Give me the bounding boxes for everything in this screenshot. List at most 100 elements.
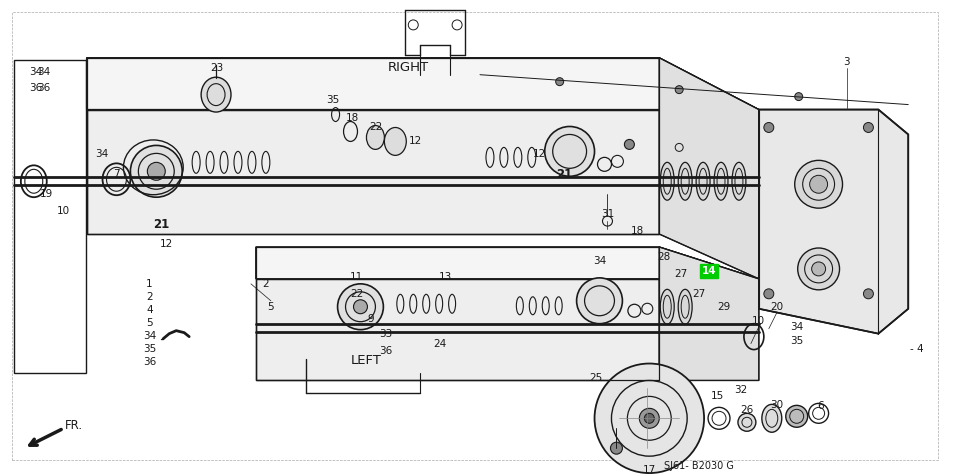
- Text: 10: 10: [57, 206, 70, 216]
- Text: 14: 14: [701, 266, 717, 276]
- Circle shape: [764, 289, 774, 299]
- Text: 32: 32: [734, 386, 747, 396]
- Text: 11: 11: [350, 272, 363, 282]
- Text: 34: 34: [37, 67, 51, 77]
- Text: 35: 35: [790, 336, 803, 346]
- Text: 36: 36: [29, 83, 42, 93]
- Text: 22: 22: [350, 289, 363, 299]
- Text: 18: 18: [345, 112, 359, 122]
- Text: 9: 9: [367, 314, 374, 324]
- Text: 35: 35: [143, 344, 156, 354]
- Ellipse shape: [786, 406, 808, 427]
- Text: 1: 1: [146, 279, 153, 289]
- Text: 12: 12: [533, 149, 546, 159]
- Ellipse shape: [798, 248, 839, 290]
- Ellipse shape: [714, 162, 728, 200]
- Circle shape: [639, 408, 659, 428]
- Ellipse shape: [353, 300, 367, 314]
- Ellipse shape: [545, 127, 594, 176]
- Polygon shape: [659, 58, 759, 279]
- Text: 12: 12: [409, 137, 422, 147]
- Text: 21: 21: [153, 218, 169, 230]
- Polygon shape: [86, 109, 659, 234]
- Text: 20: 20: [770, 302, 784, 312]
- Circle shape: [624, 139, 634, 149]
- Circle shape: [676, 86, 683, 94]
- Text: 35: 35: [326, 95, 339, 105]
- Text: 22: 22: [368, 122, 382, 132]
- Ellipse shape: [732, 162, 746, 200]
- Text: 27: 27: [693, 289, 705, 299]
- Text: FR.: FR.: [64, 419, 82, 432]
- Circle shape: [863, 122, 874, 132]
- Ellipse shape: [660, 162, 675, 200]
- Ellipse shape: [794, 160, 842, 208]
- Text: 13: 13: [438, 272, 452, 282]
- Ellipse shape: [679, 162, 692, 200]
- Ellipse shape: [147, 162, 166, 180]
- Text: 4: 4: [146, 305, 153, 315]
- Ellipse shape: [385, 128, 407, 155]
- Ellipse shape: [130, 145, 182, 197]
- Text: 7: 7: [113, 169, 120, 179]
- Text: 36: 36: [143, 357, 156, 367]
- Text: 23: 23: [211, 63, 224, 73]
- Ellipse shape: [660, 289, 675, 324]
- Text: 33: 33: [379, 328, 392, 338]
- Polygon shape: [86, 58, 759, 109]
- Polygon shape: [256, 279, 659, 380]
- Text: 2: 2: [262, 279, 269, 289]
- Text: 34: 34: [790, 322, 803, 332]
- Text: 5: 5: [146, 317, 153, 327]
- Ellipse shape: [738, 413, 756, 431]
- Text: 31: 31: [601, 209, 614, 219]
- Text: 34: 34: [143, 331, 156, 341]
- Text: 26: 26: [741, 406, 753, 416]
- Text: 36: 36: [37, 83, 51, 93]
- Text: LEFT: LEFT: [350, 354, 382, 367]
- Ellipse shape: [577, 278, 622, 324]
- Ellipse shape: [679, 289, 692, 324]
- Text: 27: 27: [675, 269, 688, 279]
- Ellipse shape: [812, 262, 826, 276]
- Text: 21: 21: [557, 168, 573, 181]
- Text: 12: 12: [160, 239, 173, 249]
- Text: 5: 5: [268, 302, 274, 312]
- Circle shape: [794, 93, 803, 100]
- Ellipse shape: [201, 77, 231, 112]
- Ellipse shape: [338, 284, 384, 330]
- Text: 18: 18: [631, 226, 644, 236]
- Text: - 4: - 4: [910, 344, 924, 354]
- Circle shape: [644, 413, 655, 423]
- Text: 24: 24: [434, 338, 447, 348]
- Text: 19: 19: [40, 189, 54, 199]
- Text: 36: 36: [379, 346, 392, 356]
- Ellipse shape: [810, 175, 828, 193]
- Text: 30: 30: [770, 400, 784, 410]
- Text: 34: 34: [29, 67, 42, 77]
- Text: 28: 28: [657, 252, 671, 262]
- Text: 25: 25: [589, 374, 602, 384]
- Polygon shape: [256, 247, 759, 279]
- Circle shape: [611, 442, 622, 454]
- Polygon shape: [659, 247, 759, 380]
- Text: 34: 34: [95, 149, 108, 159]
- Circle shape: [594, 364, 704, 473]
- Text: 15: 15: [710, 391, 723, 401]
- Ellipse shape: [367, 126, 385, 149]
- Text: 2: 2: [146, 292, 153, 302]
- Circle shape: [556, 78, 564, 86]
- Circle shape: [863, 289, 874, 299]
- Text: 10: 10: [752, 316, 766, 326]
- Text: 29: 29: [718, 302, 730, 312]
- Text: 3: 3: [843, 57, 850, 67]
- Text: 17: 17: [643, 465, 656, 475]
- Ellipse shape: [696, 162, 710, 200]
- Polygon shape: [759, 109, 908, 334]
- Text: 6: 6: [817, 401, 824, 411]
- Text: SJ61- B2030 G: SJ61- B2030 G: [664, 461, 734, 471]
- Circle shape: [764, 122, 774, 132]
- Text: 34: 34: [593, 256, 606, 266]
- Text: RIGHT: RIGHT: [388, 61, 429, 74]
- Bar: [14, 60, 85, 374]
